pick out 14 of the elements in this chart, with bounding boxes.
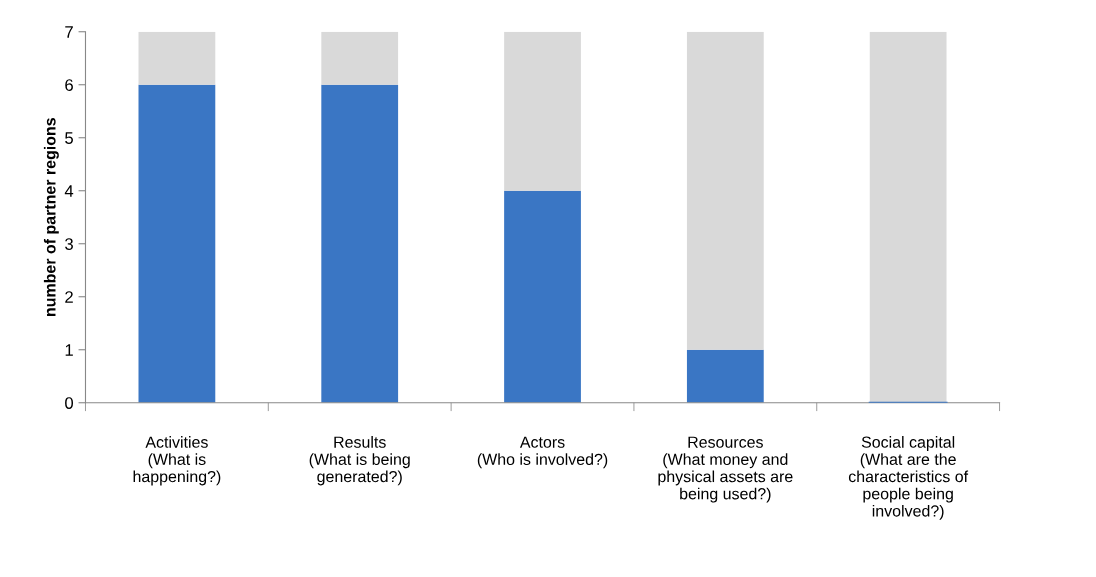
y-tick-label: 5: [65, 132, 73, 144]
y-tick-label: 0: [65, 397, 74, 409]
x-tick-label: Resources (What money and physical assets are being used?): [658, 436, 793, 503]
y-tick-label: 4: [64, 185, 74, 197]
x-tick-label: Activities (What is happening?): [133, 436, 221, 486]
y-tick-label: 6: [65, 79, 73, 91]
x-tick-label: Social capital (What are the characteristics of people being involved?): [848, 436, 969, 520]
y-tick-label: 7: [65, 26, 73, 38]
y-tick-label: 2: [65, 291, 73, 303]
x-tick-label: Actors (Who is involved?): [477, 436, 608, 469]
y-axis-title: number of partner regions: [43, 118, 59, 317]
y-tick-label: 3: [65, 238, 73, 250]
x-tick-label: Results (What is being generated?): [309, 436, 410, 486]
y-tick-label: 1: [65, 344, 73, 356]
